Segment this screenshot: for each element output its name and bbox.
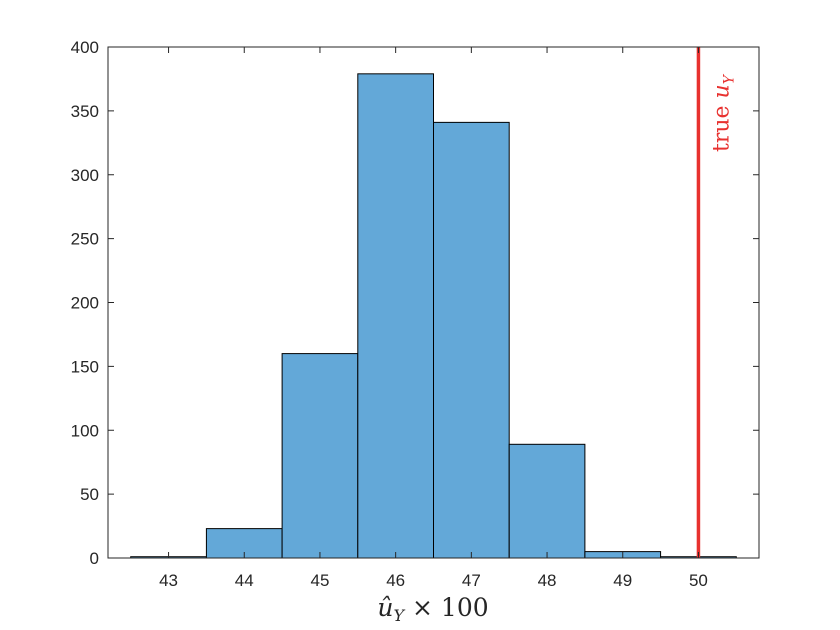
reference-line-annotation: true uY <box>709 73 737 152</box>
y-tick-label: 100 <box>71 421 99 440</box>
y-axis-ticks: 0 50 100 150 200 250 300 350 400 <box>71 38 759 568</box>
x-tick-label: 47 <box>462 571 481 590</box>
x-axis-ticks: 43 44 45 46 47 48 49 50 <box>159 47 708 590</box>
x-axis-label-text: ûY × 100 <box>377 593 488 625</box>
y-tick-label: 250 <box>71 230 99 249</box>
histogram-bar <box>433 121 510 559</box>
x-tick-label: 49 <box>613 571 632 590</box>
y-tick-label: 300 <box>71 166 99 185</box>
reference-line-label: true uY <box>709 73 737 152</box>
histogram-bar <box>281 353 359 559</box>
histogram-bar <box>508 443 586 559</box>
y-tick-label: 400 <box>71 38 99 57</box>
bars-layer <box>130 73 737 559</box>
histogram-bar <box>357 73 435 559</box>
y-tick-label: 0 <box>90 549 99 568</box>
x-tick-label: 46 <box>386 571 405 590</box>
y-tick-label: 50 <box>80 485 99 504</box>
x-tick-label: 44 <box>235 571 254 590</box>
y-tick-label: 350 <box>71 102 99 121</box>
x-axis-label: ûY × 100 <box>377 593 488 625</box>
x-tick-label: 43 <box>159 571 178 590</box>
x-tick-label: 50 <box>689 571 708 590</box>
y-tick-label: 200 <box>71 294 99 313</box>
y-tick-label: 150 <box>71 357 99 376</box>
x-tick-label: 45 <box>310 571 329 590</box>
x-tick-label: 48 <box>538 571 557 590</box>
reference-line-label-text: true uY <box>709 73 737 152</box>
